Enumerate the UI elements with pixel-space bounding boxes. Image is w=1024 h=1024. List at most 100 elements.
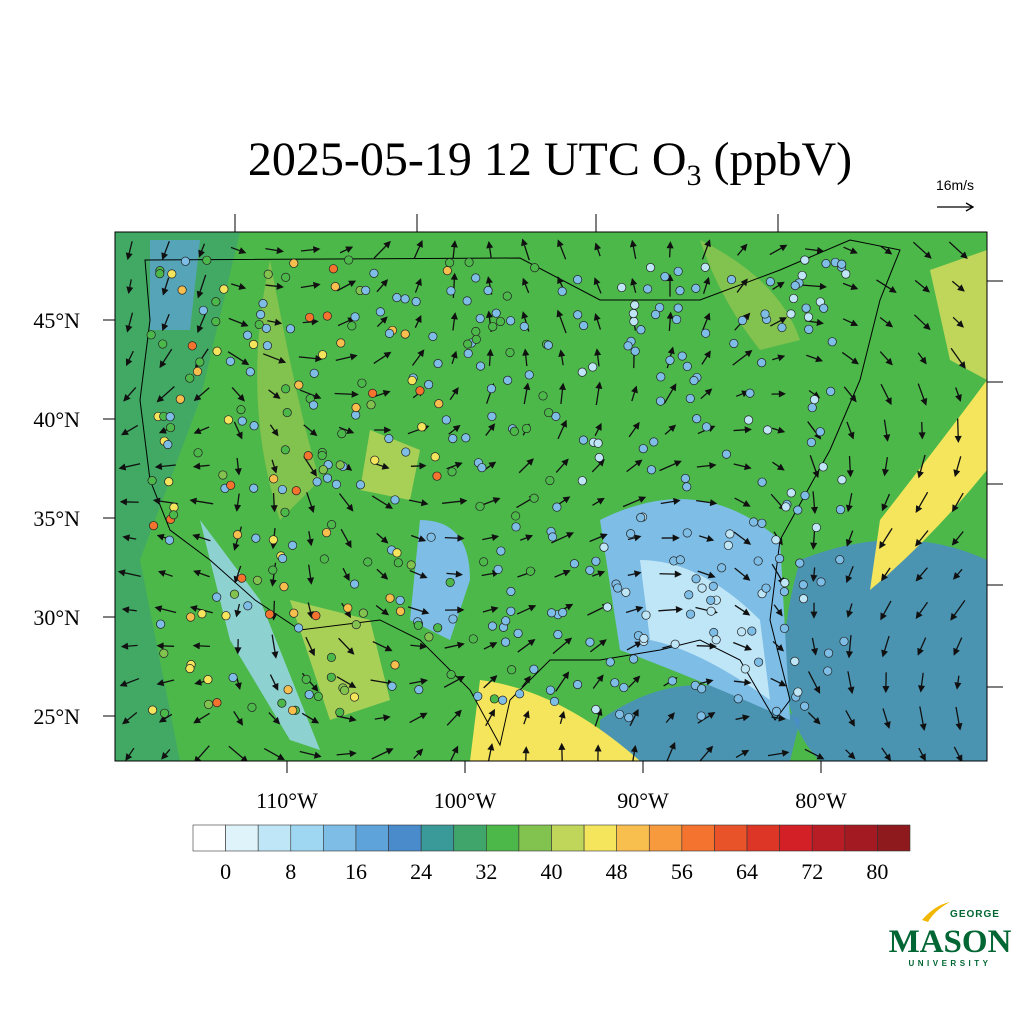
wind-arrow <box>445 606 465 614</box>
site-marker <box>340 685 350 695</box>
arrow-head <box>558 742 566 750</box>
wind-arrow <box>631 385 638 402</box>
colorbar-label: 64 <box>736 859 758 884</box>
arrow-head <box>847 431 855 440</box>
logo-top: GEORGE <box>950 909 1000 920</box>
wind-arrow <box>523 382 531 405</box>
site-marker <box>304 690 314 700</box>
site-marker <box>177 285 187 295</box>
wind-arrow <box>592 570 606 578</box>
arrow-head <box>707 571 716 579</box>
wind-arrow <box>125 747 135 761</box>
arrow-head <box>779 244 788 252</box>
arrow-head <box>234 504 242 512</box>
arrow-head <box>666 241 674 249</box>
site-marker <box>506 606 516 616</box>
site-marker <box>781 502 791 512</box>
site-marker <box>448 614 458 624</box>
wind-arrow <box>628 675 641 688</box>
site-marker <box>501 616 511 626</box>
arrow-head <box>272 391 281 399</box>
site-marker <box>366 400 376 410</box>
site-marker <box>486 384 497 394</box>
lat-label: 30°N <box>33 605 80 630</box>
arrow-head <box>919 356 927 365</box>
site-marker <box>649 437 659 447</box>
arrow-head <box>922 285 930 293</box>
site-marker <box>313 691 323 701</box>
arrow-head <box>632 708 639 717</box>
colorbar-box <box>486 824 520 852</box>
site-marker <box>765 277 775 287</box>
site-marker <box>593 438 603 448</box>
arrow-head <box>419 462 427 470</box>
arrow-head <box>487 423 496 432</box>
wind-arrow <box>701 239 711 260</box>
arrow-head <box>119 498 127 506</box>
arrow-head <box>457 534 465 542</box>
site-marker <box>477 463 487 473</box>
site-marker <box>721 449 731 459</box>
site-marker <box>245 367 255 377</box>
arrow-head <box>309 428 318 437</box>
wind-arrow <box>374 426 392 434</box>
wind-arrow <box>627 534 642 542</box>
wind-arrow <box>125 312 134 333</box>
arrow-head <box>419 642 428 650</box>
wind-arrow <box>338 637 355 655</box>
site-marker <box>629 316 639 327</box>
site-marker <box>159 708 170 718</box>
wind-arrow <box>554 569 571 578</box>
arrow-head <box>380 316 388 324</box>
wind-arrow <box>373 351 392 364</box>
arrow-head <box>881 573 888 582</box>
arrow-head <box>276 246 284 254</box>
wind-arrow <box>697 570 716 579</box>
wind-arrow <box>485 423 496 436</box>
site-marker <box>757 518 767 528</box>
site-marker <box>558 608 568 618</box>
arrow-head <box>743 537 752 545</box>
arrow-head <box>599 533 608 540</box>
arrow-head <box>849 247 858 254</box>
wind-arrow <box>303 456 317 477</box>
arrow-head <box>121 428 129 436</box>
wind-arrow <box>334 390 359 398</box>
wind-arrow <box>625 605 644 614</box>
wind-arrow <box>444 534 465 542</box>
site-marker <box>815 427 825 437</box>
colorbar-label: 32 <box>475 859 497 884</box>
wind-arrow <box>234 493 242 512</box>
arrow-head <box>810 542 818 550</box>
arrow-head <box>594 744 602 752</box>
site-marker <box>318 465 328 475</box>
wind-arrow <box>919 706 927 731</box>
site-marker <box>415 386 425 396</box>
site-marker <box>166 423 176 433</box>
arrow-head <box>452 424 461 433</box>
site-marker <box>630 300 640 310</box>
site-marker <box>446 670 456 680</box>
wind-arrow <box>879 527 893 549</box>
site-marker <box>263 269 273 279</box>
wind-arrow <box>483 675 498 689</box>
wind-arrow <box>157 570 173 577</box>
arrow-head <box>488 708 496 717</box>
lat-label: 40°N <box>33 407 80 432</box>
arrow-head <box>952 504 959 513</box>
arrow-head <box>349 353 358 361</box>
site-marker <box>433 623 443 633</box>
wind-arrow <box>516 605 537 615</box>
arrow-head <box>381 462 390 470</box>
wind-arrow <box>882 672 890 694</box>
site-marker <box>327 520 337 530</box>
arrow-head <box>595 381 603 390</box>
lon-label: 100°W <box>434 788 497 813</box>
colorbar-box <box>811 824 846 852</box>
arrow-head <box>241 358 250 366</box>
site-marker <box>187 341 197 351</box>
site-marker <box>577 367 587 377</box>
wind-arrow <box>409 712 428 724</box>
wind-scale-arrow <box>937 202 975 212</box>
colorbar-box <box>518 824 552 852</box>
